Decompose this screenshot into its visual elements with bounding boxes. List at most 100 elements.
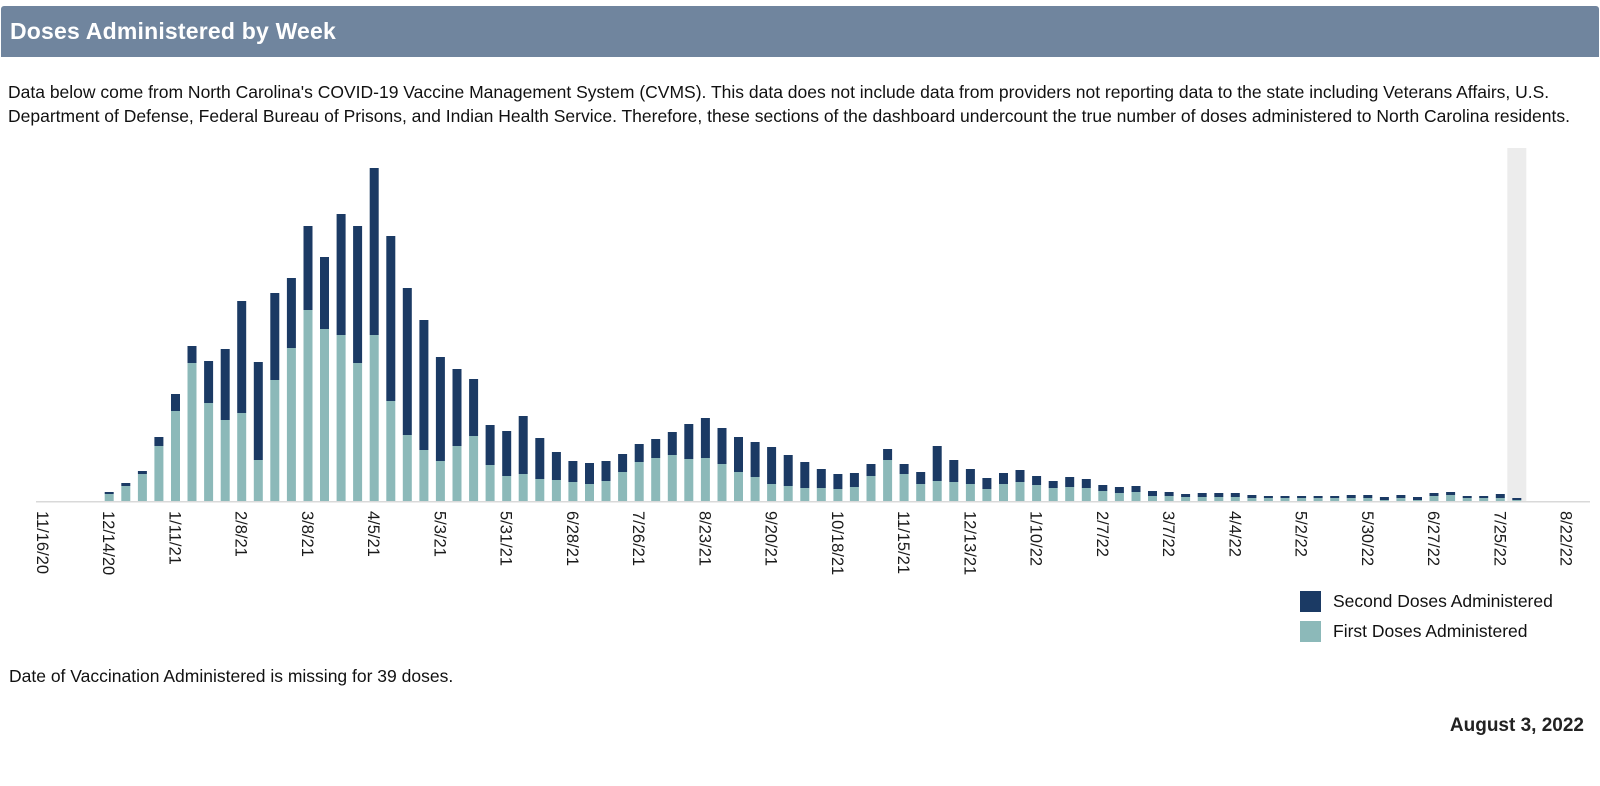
bar-second-doses-2/28/22[interactable] <box>1148 491 1157 496</box>
bar-first-doses-3/28/22[interactable] <box>1214 497 1224 501</box>
bar-second-doses-8/2/21[interactable] <box>651 439 661 458</box>
bar-second-doses-6/20/22[interactable] <box>1413 497 1422 500</box>
bar-second-doses-5/24/21[interactable] <box>485 425 495 465</box>
bar-second-doses-12/20/21[interactable] <box>982 478 992 489</box>
bar-second-doses-1/17/22[interactable] <box>1048 481 1058 488</box>
bar-first-doses-1/17/22[interactable] <box>1048 488 1058 501</box>
bar-second-doses-11/8/21[interactable] <box>883 449 893 460</box>
bar-second-doses-3/7/22[interactable] <box>1164 492 1174 496</box>
bar-second-doses-4/18/22[interactable] <box>1263 496 1273 498</box>
bar-first-doses-11/29/21[interactable] <box>932 481 942 501</box>
bar-first-doses-5/2/22[interactable] <box>1297 498 1307 501</box>
bar-first-doses-8/9/21[interactable] <box>667 455 677 501</box>
bar-second-doses-11/29/21[interactable] <box>932 446 942 481</box>
bar-second-doses-5/2/22[interactable] <box>1297 496 1307 498</box>
bar-first-doses-12/14/20[interactable] <box>104 494 114 501</box>
bar-second-doses-1/3/22[interactable] <box>1015 470 1025 482</box>
bar-second-doses-2/7/22[interactable] <box>1098 485 1108 491</box>
bar-first-doses-3/22/21[interactable] <box>336 335 346 501</box>
bar-first-doses-1/25/21[interactable] <box>204 403 214 501</box>
bar-first-doses-5/31/21[interactable] <box>502 476 512 501</box>
bar-first-doses-2/21/22[interactable] <box>1131 492 1141 501</box>
bar-second-doses-3/15/21[interactable] <box>320 257 329 329</box>
bar-first-doses-4/19/21[interactable] <box>402 435 412 501</box>
bar-second-doses-3/22/21[interactable] <box>336 214 346 335</box>
bar-second-doses-8/23/21[interactable] <box>700 418 710 458</box>
bar-first-doses-8/30/21[interactable] <box>717 464 727 501</box>
bar-first-doses-8/1/22[interactable] <box>1512 500 1522 501</box>
bar-second-doses-3/8/21[interactable] <box>303 226 313 310</box>
bar-second-doses-6/27/22[interactable] <box>1429 493 1439 496</box>
bar-first-doses-8/23/21[interactable] <box>700 458 710 501</box>
bar-first-doses-11/8/21[interactable] <box>883 460 893 501</box>
bar-second-doses-3/21/22[interactable] <box>1197 493 1207 497</box>
bar-first-doses-6/6/22[interactable] <box>1379 500 1389 501</box>
bar-second-doses-1/24/22[interactable] <box>1065 477 1075 487</box>
bar-second-doses-9/20/21[interactable] <box>767 447 777 484</box>
bar-first-doses-10/18/21[interactable] <box>833 489 843 501</box>
bar-first-doses-2/14/22[interactable] <box>1114 493 1124 501</box>
bar-second-doses-2/15/21[interactable] <box>253 362 263 460</box>
bar-second-doses-10/4/21[interactable] <box>800 462 810 488</box>
bar-second-doses-5/30/22[interactable] <box>1363 495 1373 498</box>
bar-second-doses-12/21/20[interactable] <box>121 483 131 486</box>
bar-first-doses-1/24/22[interactable] <box>1065 487 1075 501</box>
bar-first-doses-11/15/21[interactable] <box>899 474 909 501</box>
bar-second-doses-5/31/21[interactable] <box>502 431 512 476</box>
bar-second-doses-1/31/22[interactable] <box>1081 479 1091 488</box>
bar-first-doses-12/6/21[interactable] <box>949 482 959 501</box>
bar-second-doses-11/1/21[interactable] <box>866 464 876 476</box>
bar-second-doses-6/28/21[interactable] <box>568 461 578 482</box>
bar-first-doses-1/11/21[interactable] <box>171 411 180 501</box>
bar-first-doses-2/28/22[interactable] <box>1148 496 1157 501</box>
bar-second-doses-7/12/21[interactable] <box>601 461 611 481</box>
bar-second-doses-4/26/21[interactable] <box>419 320 429 450</box>
bar-first-doses-12/20/21[interactable] <box>982 489 992 501</box>
bar-first-doses-1/18/21[interactable] <box>187 363 197 501</box>
bar-first-doses-3/21/22[interactable] <box>1197 497 1207 501</box>
bar-first-doses-2/8/21[interactable] <box>237 413 247 501</box>
bar-second-doses-1/25/21[interactable] <box>204 361 214 403</box>
bar-second-doses-1/10/22[interactable] <box>1032 476 1042 485</box>
bar-second-doses-7/11/22[interactable] <box>1462 496 1472 498</box>
bar-second-doses-6/14/21[interactable] <box>535 438 545 479</box>
bar-first-doses-12/28/20[interactable] <box>137 474 147 501</box>
bar-first-doses-5/16/22[interactable] <box>1330 498 1340 501</box>
bar-second-doses-12/14/20[interactable] <box>104 492 114 494</box>
bar-first-doses-9/13/21[interactable] <box>750 477 760 501</box>
bar-first-doses-4/18/22[interactable] <box>1263 498 1273 501</box>
bar-second-doses-12/28/20[interactable] <box>137 471 147 474</box>
bar-second-doses-5/10/21[interactable] <box>452 369 462 446</box>
bar-first-doses-7/11/22[interactable] <box>1462 498 1472 501</box>
bar-first-doses-1/10/22[interactable] <box>1032 485 1042 501</box>
bar-second-doses-6/7/21[interactable] <box>518 416 528 474</box>
bar-first-doses-10/11/21[interactable] <box>816 488 826 501</box>
bar-second-doses-8/1/22[interactable] <box>1512 498 1522 500</box>
bar-first-doses-12/13/21[interactable] <box>965 484 975 501</box>
legend-item-first-doses[interactable]: First Doses Administered <box>1300 621 1553 642</box>
bar-first-doses-1/31/22[interactable] <box>1081 488 1091 501</box>
bar-first-doses-3/8/21[interactable] <box>303 310 313 501</box>
bar-first-doses-2/15/21[interactable] <box>253 460 263 501</box>
bar-second-doses-3/1/21[interactable] <box>286 278 296 348</box>
bar-first-doses-7/18/22[interactable] <box>1479 498 1489 501</box>
bar-second-doses-1/11/21[interactable] <box>171 394 180 411</box>
bar-second-doses-3/29/21[interactable] <box>353 226 363 363</box>
bar-first-doses-7/19/21[interactable] <box>618 472 628 501</box>
bar-second-doses-4/4/22[interactable] <box>1230 493 1240 497</box>
bar-first-doses-9/27/21[interactable] <box>783 486 793 501</box>
bar-first-doses-5/23/22[interactable] <box>1346 498 1356 501</box>
bar-second-doses-5/3/21[interactable] <box>435 357 445 461</box>
bar-second-doses-12/27/21[interactable] <box>999 473 1008 484</box>
bar-first-doses-12/27/21[interactable] <box>999 484 1008 501</box>
bar-second-doses-7/25/22[interactable] <box>1495 494 1505 498</box>
bar-first-doses-7/4/22[interactable] <box>1446 495 1456 501</box>
bar-second-doses-2/1/21[interactable] <box>220 349 230 420</box>
bar-second-doses-10/11/21[interactable] <box>816 469 826 488</box>
bar-second-doses-3/28/22[interactable] <box>1214 493 1224 497</box>
bar-first-doses-6/28/21[interactable] <box>568 482 578 501</box>
bar-first-doses-3/1/21[interactable] <box>286 348 296 501</box>
bar-first-doses-3/7/22[interactable] <box>1164 496 1174 501</box>
bar-first-doses-6/21/21[interactable] <box>551 480 561 501</box>
bar-second-doses-8/9/21[interactable] <box>667 432 677 455</box>
